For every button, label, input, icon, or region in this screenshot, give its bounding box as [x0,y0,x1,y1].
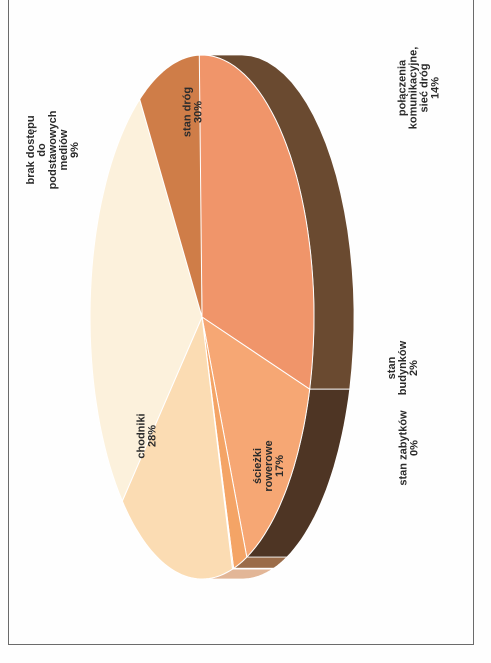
data-label-line: 30% [193,101,205,123]
data-label-stan-zabytkow: stan zabytków0% [398,410,421,486]
data-label-line: chodniki [136,413,148,458]
data-label-line: 14% [430,77,442,99]
data-label-line: brak dostępu [25,115,37,184]
data-label-line: ścieżki [252,448,264,484]
data-label-polaczenia-komunikacyjne-siec-drog: połączeniakomunikacyjne,sieć dróg14% [397,47,442,130]
data-label-stan-drog: stan dróg30% [182,87,205,137]
data-label-sciezki-rowerowe: ścieżkirowerowe17% [252,440,286,491]
pie-slice-chodniki [89,98,203,503]
data-label-line: komunikacyjne, [408,47,420,130]
data-label-line: 17% [274,455,286,477]
data-label-line: stan dróg [182,87,194,137]
pie-slice-brak-dostepu-do-podstawowych-mediow [139,54,203,318]
data-label-chodniki: chodniki28% [136,413,159,458]
pie-slice-sciezki-rowerowe [121,315,234,580]
data-label-line: rowerowe [263,440,275,491]
data-label-line: mediów [58,129,70,170]
data-label-brak-dostepu-do-podstawowych-mediow: brak dostępudopodstawowychmediów9% [25,110,81,189]
data-label-line: 2% [408,360,420,376]
data-label-line: połączenia [397,59,409,116]
data-label-stan-budynkow: stanbudynków2% [386,340,420,395]
pie-slice-stan-budynkow [201,316,248,570]
data-label-line: 9% [69,142,81,158]
pie-slice-polaczenia-komunikacyjne-siec-drog [201,315,311,559]
data-label-line: stan [386,356,398,379]
data-label-line: 0% [409,440,421,456]
data-label-line: budynków [397,340,409,395]
pie-slice-stan-drog [197,54,315,391]
data-label-line: 28% [147,425,159,447]
data-label-line: sieć dróg [419,64,431,113]
data-label-line: stan zabytków [398,410,410,486]
data-label-line: podstawowych [47,110,59,189]
data-label-line: do [36,143,48,157]
